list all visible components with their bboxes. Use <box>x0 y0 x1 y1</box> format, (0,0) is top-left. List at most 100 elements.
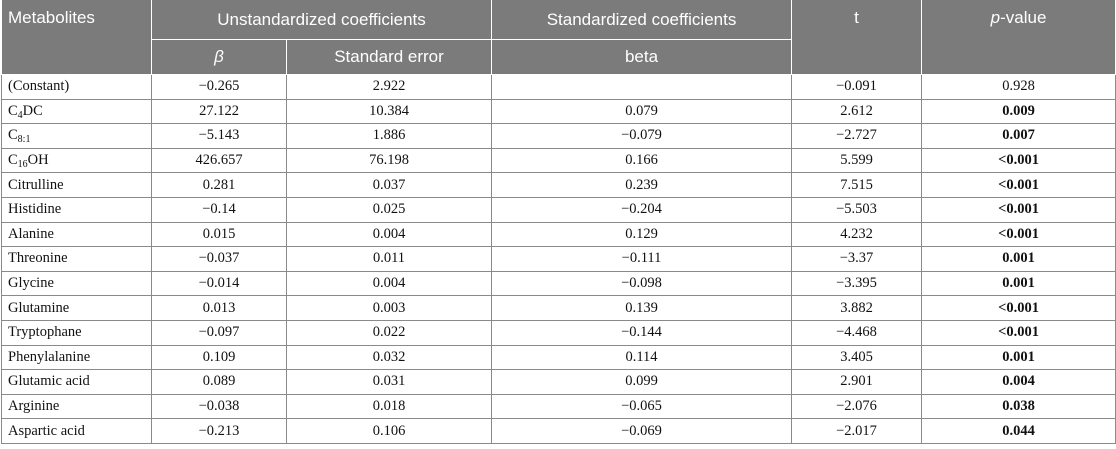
cell-beta-unstd: −0.097 <box>151 319 287 346</box>
cell-p-value: <0.001 <box>921 319 1116 346</box>
table-header: Metabolites Unstandardized coefficients … <box>1 0 1116 75</box>
cell-p-value: 0.007 <box>921 123 1116 149</box>
cell-beta-std: 0.239 <box>491 172 793 198</box>
cell-p-value: 0.928 <box>921 74 1116 100</box>
cell-metabolite: Phenylalanine <box>1 344 152 371</box>
cell-beta-std <box>491 74 793 100</box>
cell-beta-unstd: 0.281 <box>151 172 287 198</box>
cell-p-value: <0.001 <box>921 147 1116 174</box>
cell-beta-unstd: 0.089 <box>151 369 287 395</box>
cell-t: 5.599 <box>791 147 923 174</box>
cell-metabolite: Glycine <box>1 270 152 297</box>
cell-standard-error: 0.004 <box>285 221 493 248</box>
table-row: Histidine −0.14 0.025 −0.204 −5.503 <0.001 <box>1 196 1116 223</box>
cell-beta-std: −0.144 <box>491 319 793 346</box>
cell-beta-std: 0.166 <box>491 147 793 174</box>
cell-standard-error: 0.022 <box>285 319 493 346</box>
cell-t: −0.091 <box>791 74 923 100</box>
header-p-value: p-value <box>921 0 1116 75</box>
p-italic: p <box>990 8 1001 27</box>
metabolite-subscript: 4 <box>17 109 23 121</box>
table-row: C8:1 −5.143 1.886 −0.079 −2.727 0.007 <box>1 123 1116 149</box>
cell-beta-std: −0.111 <box>491 246 793 272</box>
cell-t: 2.612 <box>791 98 923 125</box>
cell-beta-unstd: 426.657 <box>151 147 287 174</box>
metabolite-name: (Constant) <box>8 78 70 95</box>
cell-beta-unstd: −0.038 <box>151 393 287 420</box>
cell-metabolite: Arginine <box>1 393 152 420</box>
table-row: C16OH 426.657 76.198 0.166 5.599 <0.001 <box>1 147 1116 174</box>
cell-standard-error: 76.198 <box>285 147 493 174</box>
cell-p-value: <0.001 <box>921 196 1116 223</box>
metabolite-name: Tryptophane <box>8 324 82 341</box>
table-row: Glutamic acid 0.089 0.031 0.099 2.901 0.004 <box>1 369 1116 395</box>
cell-beta-unstd: −0.14 <box>151 196 287 223</box>
cell-beta-std: 0.114 <box>491 344 793 371</box>
cell-beta-std: −0.079 <box>491 123 793 149</box>
cell-beta-unstd: −0.037 <box>151 246 287 272</box>
cell-t: −4.468 <box>791 319 923 346</box>
cell-beta-unstd: 27.122 <box>151 98 287 125</box>
header-standard-error: Standard error <box>285 39 493 75</box>
cell-beta-unstd: −0.014 <box>151 270 287 297</box>
cell-beta-std: −0.204 <box>491 196 793 223</box>
cell-t: 3.405 <box>791 344 923 371</box>
cell-metabolite: C8:1 <box>1 123 152 149</box>
cell-t: −5.503 <box>791 196 923 223</box>
metabolite-name: Histidine <box>8 201 62 218</box>
table-row: Threonine −0.037 0.011 −0.111 −3.37 0.001 <box>1 246 1116 272</box>
table-body: (Constant) −0.265 2.922 −0.091 0.928 C4DC 27.1… <box>1 74 1116 444</box>
metabolite-name: Threonine <box>8 250 68 267</box>
cell-p-value: 0.044 <box>921 418 1116 444</box>
table-row: Glutamine 0.013 0.003 0.139 3.882 <0.001 <box>1 295 1116 321</box>
cell-beta-std: 0.139 <box>491 295 793 321</box>
table-row: Aspartic acid −0.213 0.106 −0.069 −2.017 0.04… <box>1 418 1116 444</box>
cell-metabolite: Threonine <box>1 246 152 272</box>
cell-standard-error: 0.025 <box>285 196 493 223</box>
cell-beta-std: −0.098 <box>491 270 793 297</box>
cell-beta-std: 0.099 <box>491 369 793 395</box>
cell-t: −2.076 <box>791 393 923 420</box>
cell-t: −3.37 <box>791 246 923 272</box>
cell-beta-unstd: −5.143 <box>151 123 287 149</box>
cell-p-value: 0.001 <box>921 344 1116 371</box>
cell-standard-error: 0.037 <box>285 172 493 198</box>
cell-beta-std: 0.129 <box>491 221 793 248</box>
header-beta: beta <box>491 39 793 75</box>
table-row: Glycine −0.014 0.004 −0.098 −3.395 0.001 <box>1 270 1116 297</box>
table-row: C4DC 27.122 10.384 0.079 2.612 0.009 <box>1 98 1116 125</box>
table-row: Tryptophane −0.097 0.022 −0.144 −4.468 <0.001 <box>1 319 1116 346</box>
cell-metabolite: Glutamic acid <box>1 369 152 395</box>
cell-beta-std: −0.069 <box>491 418 793 444</box>
cell-standard-error: 0.004 <box>285 270 493 297</box>
p-rest: -value <box>1000 8 1047 27</box>
cell-metabolite: Citrulline <box>1 172 152 198</box>
cell-p-value: <0.001 <box>921 172 1116 198</box>
cell-standard-error: 0.003 <box>285 295 493 321</box>
cell-p-value: <0.001 <box>921 295 1116 321</box>
cell-beta-unstd: 0.015 <box>151 221 287 248</box>
metabolite-name: Citrulline <box>8 176 64 193</box>
table-row: Arginine −0.038 0.018 −0.065 −2.076 0.038 <box>1 393 1116 420</box>
metabolite-name-tail: DC <box>22 102 43 119</box>
cell-standard-error: 0.031 <box>285 369 493 395</box>
cell-beta-unstd: −0.265 <box>151 74 287 100</box>
metabolite-name: Aspartic acid <box>8 422 85 439</box>
table-row: Alanine 0.015 0.004 0.129 4.232 <0.001 <box>1 221 1116 248</box>
metabolite-subscript: 8:1 <box>17 134 31 146</box>
cell-standard-error: 0.032 <box>285 344 493 371</box>
cell-t: 7.515 <box>791 172 923 198</box>
table-row: Phenylalanine 0.109 0.032 0.114 3.405 0.001 <box>1 344 1116 371</box>
cell-p-value: 0.001 <box>921 246 1116 272</box>
cell-t: 3.882 <box>791 295 923 321</box>
cell-standard-error: 1.886 <box>285 123 493 149</box>
cell-beta-unstd: 0.109 <box>151 344 287 371</box>
cell-beta-std: 0.079 <box>491 98 793 125</box>
metabolite-name: Glutamine <box>8 299 70 316</box>
cell-beta-unstd: −0.213 <box>151 418 287 444</box>
cell-metabolite: Alanine <box>1 221 152 248</box>
cell-t: 4.232 <box>791 221 923 248</box>
header-metabolites: Metabolites <box>1 0 152 75</box>
cell-t: −2.727 <box>791 123 923 149</box>
